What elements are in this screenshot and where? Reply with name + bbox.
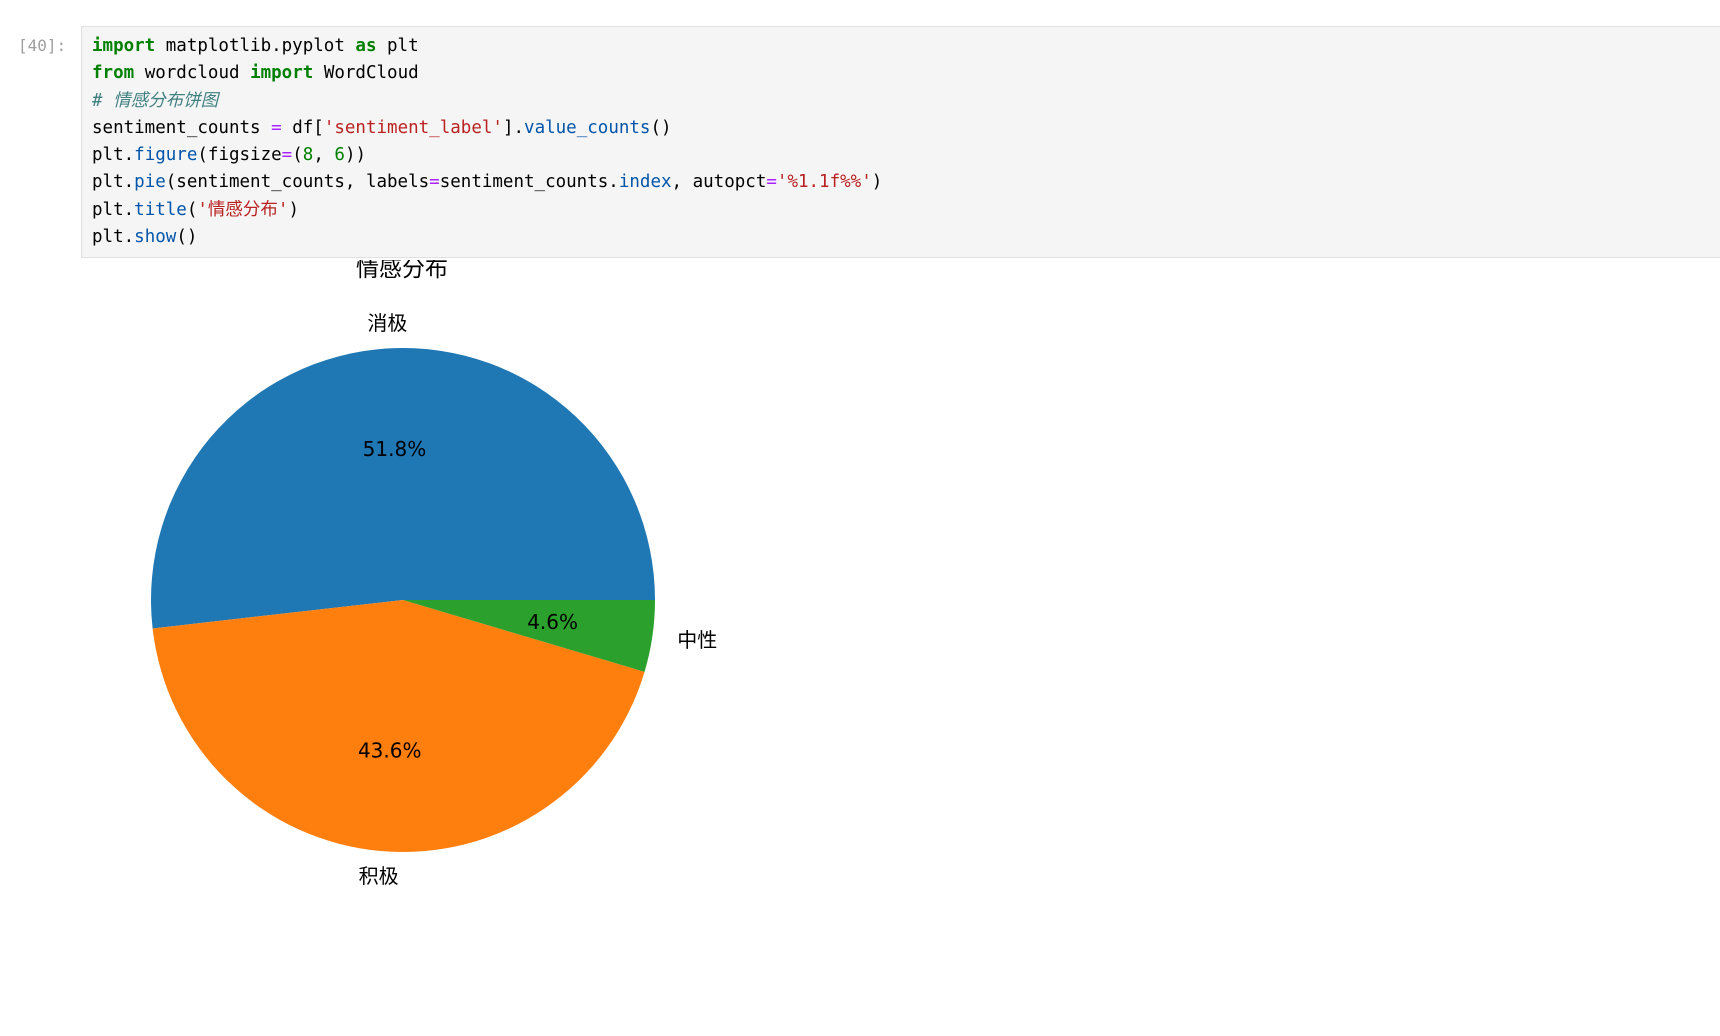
code-token: plt. — [92, 199, 135, 220]
code-token: ) — [871, 172, 883, 193]
code-token: value_counts — [524, 117, 651, 138]
code-line: sentiment_counts = df['sentiment_label']… — [92, 118, 672, 138]
slice-pct-label: 4.6% — [527, 610, 578, 634]
cell-prompt: [40]: — [18, 36, 67, 55]
code-token: title — [134, 199, 187, 220]
code-token: 8 — [302, 145, 314, 166]
code-token: # 情感分布饼图 — [92, 90, 219, 111]
code-token: () — [650, 117, 672, 138]
code-token: ( — [186, 199, 198, 220]
code-token: )) — [344, 145, 367, 166]
code-token: matplotlib.pyplot — [155, 36, 356, 56]
code-token: , autopct — [671, 172, 767, 193]
code-line: plt.pie(sentiment_counts, labels=sentime… — [92, 172, 882, 192]
code-token: sentiment_counts — [92, 117, 272, 138]
slice-category-label: 中性 — [677, 628, 717, 652]
code-token: () — [176, 227, 198, 248]
code-token: ( — [292, 145, 303, 166]
code-token: as — [355, 36, 377, 56]
code-text[interactable]: import matplotlib.pyplot as plt from wor… — [92, 33, 882, 251]
code-token: pie — [134, 172, 166, 193]
code-token: plt — [376, 36, 419, 56]
code-token: plt. — [92, 227, 135, 248]
code-token: wordcloud — [134, 63, 251, 84]
code-token: from — [92, 63, 135, 84]
chart-title: 情感分布 — [356, 260, 448, 282]
pie-slice — [403, 600, 655, 672]
code-line: plt.figure(figsize=(8, 6)) — [92, 145, 366, 165]
code-token: = — [766, 172, 777, 193]
pie-slice — [151, 348, 655, 629]
code-token: = — [271, 117, 282, 138]
code-token: ) — [288, 199, 300, 220]
code-token: ]. — [502, 117, 525, 138]
slice-pct-label: 43.6% — [358, 739, 422, 763]
code-token: = — [429, 172, 440, 193]
code-token: show — [134, 227, 177, 248]
code-token: (sentiment_counts, labels — [165, 172, 430, 193]
pie-chart: 情感分布 51.8% 消极 43.6% 积极 4.6% 中性 — [151, 256, 717, 888]
slice-pct-label: 51.8% — [363, 437, 427, 461]
code-line: plt.title('情感分布') — [92, 200, 299, 220]
cell-output: 情感分布 51.8% 消极 43.6% 积极 4.6% 中性 — [81, 256, 881, 1000]
code-token: 'sentiment_label' — [323, 117, 503, 138]
code-token: WordCloud — [313, 63, 419, 84]
code-line: from wordcloud import WordCloud — [92, 63, 419, 83]
code-token: index — [618, 172, 672, 193]
code-line: import matplotlib.pyplot as plt — [92, 36, 419, 56]
pie-slice — [152, 600, 645, 853]
code-token: , — [313, 145, 335, 166]
code-token: import — [92, 36, 156, 56]
code-token: '情感分布' — [197, 199, 289, 220]
code-line: # 情感分布饼图 — [92, 91, 218, 111]
slice-category-label: 消极 — [367, 311, 407, 335]
code-token: sentiment_counts. — [439, 172, 619, 193]
code-token: df[ — [281, 117, 324, 138]
code-token: = — [281, 145, 293, 166]
code-editor[interactable]: import matplotlib.pyplot as plt from wor… — [81, 26, 1720, 258]
code-token: (figsize — [197, 145, 282, 166]
slice-category-label: 积极 — [359, 864, 399, 888]
code-token: 6 — [334, 145, 345, 166]
code-token: plt. — [92, 145, 135, 166]
code-token: '%1.1f%%' — [776, 172, 872, 193]
code-token: plt. — [92, 172, 135, 193]
code-token: figure — [134, 145, 198, 166]
code-token: import — [250, 63, 314, 84]
code-line: plt.show() — [92, 227, 197, 247]
